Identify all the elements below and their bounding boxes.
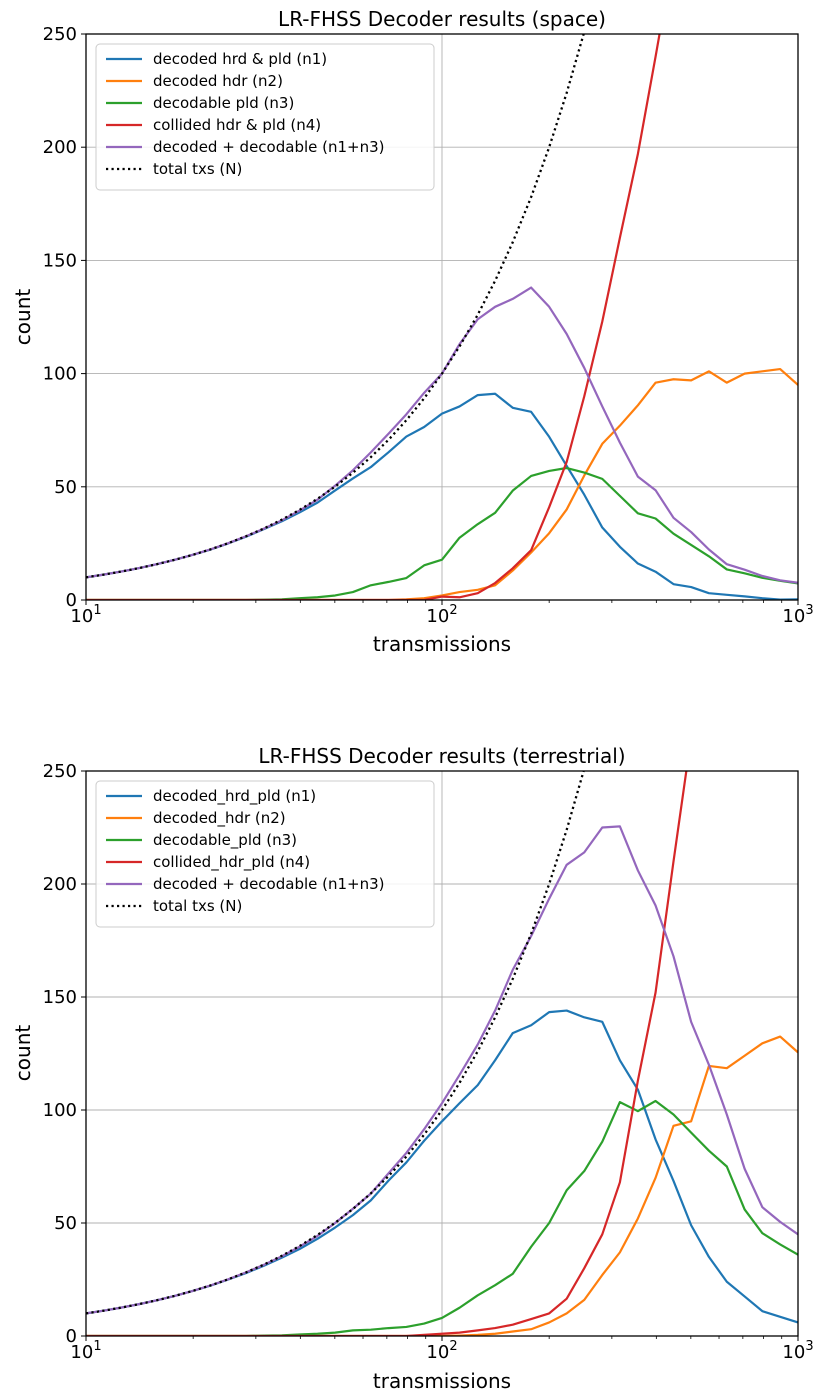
y-ticks: 0 50 100 150 200 250 [43, 24, 86, 611]
y-tick-label: 100 [43, 364, 77, 385]
x-tick-label: 102 [426, 603, 457, 627]
legend-label: total txs (N) [153, 897, 242, 915]
legend-label: decoded hrd & pld (n1) [153, 50, 327, 68]
y-tick-label: 250 [43, 761, 77, 782]
series-line-total-txs-n [86, 34, 585, 579]
series-layer [86, 34, 798, 600]
legend-box [95, 780, 435, 928]
chart-title: LR-FHSS Decoder results (terrestrial) [258, 744, 625, 768]
series-line-total-txs-n [86, 771, 585, 1315]
y-tick-label: 150 [43, 250, 77, 271]
y-axis-label: count [11, 1025, 35, 1082]
legend-label: decoded_hrd_pld (n1) [153, 787, 316, 806]
x-ticks: 101 102 103 [70, 1336, 814, 1363]
series-line-collided-hdr-pld-n4 [86, 771, 688, 1336]
legend-label: decoded + decodable (n1+n3) [153, 138, 385, 156]
legend-label: decodable_pld (n3) [153, 831, 297, 850]
y-tick-label: 0 [66, 590, 77, 611]
x-tick-label: 103 [782, 1339, 813, 1363]
y-tick-label: 100 [43, 1100, 77, 1121]
chart-panel-space: LR-FHSS Decoder results (space) 101 102 10… [11, 7, 814, 656]
y-tick-label: 200 [43, 137, 77, 158]
x-tick-label: 101 [70, 1339, 101, 1363]
chart-panel-terrestrial: LR-FHSS Decoder results (terrestrial) 10… [11, 744, 814, 1393]
legend-label: decoded + decodable (n1+n3) [153, 875, 385, 893]
series-line-collided-hdr-pld-n4 [86, 34, 661, 600]
legend-label: decoded_hdr (n2) [153, 809, 286, 828]
series-line-decodable-pld-n3 [86, 466, 798, 600]
y-ticks: 0 50 100 150 200 250 [43, 761, 86, 1347]
x-axis-label: transmissions [373, 632, 511, 656]
x-axis-label: transmissions [373, 1369, 511, 1393]
legend-label: collided hdr & pld (n4) [153, 116, 321, 134]
x-tick-label: 101 [70, 603, 101, 627]
legend-label: decoded hdr (n2) [153, 72, 283, 90]
x-tick-label: 102 [426, 1339, 457, 1363]
y-axis-label: count [11, 289, 35, 346]
y-tick-label: 250 [43, 24, 77, 45]
y-tick-label: 200 [43, 874, 77, 895]
legend-label: total txs (N) [153, 160, 242, 178]
series-line-decoded-hdr-n2 [86, 367, 798, 600]
legend: decoded hrd & pld (n1) decoded hdr (n2) de… [95, 43, 435, 191]
legend-label: collided_hdr_pld (n4) [153, 853, 310, 872]
y-tick-label: 50 [54, 477, 77, 498]
y-tick-label: 50 [54, 1213, 77, 1234]
x-ticks: 101 102 103 [70, 600, 814, 627]
x-tick-label: 103 [782, 603, 813, 627]
series-layer [86, 771, 798, 1336]
legend-box [95, 43, 435, 191]
series-line-decoded-hdr-n2 [86, 1035, 798, 1336]
y-tick-label: 150 [43, 987, 77, 1008]
series-line-decodable-pld-n3 [86, 1099, 798, 1336]
y-tick-label: 0 [66, 1326, 77, 1347]
legend-label: decodable pld (n3) [153, 94, 294, 112]
chart-title: LR-FHSS Decoder results (space) [278, 7, 606, 31]
legend: decoded_hrd_pld (n1) decoded_hdr (n2) deco… [95, 780, 435, 928]
